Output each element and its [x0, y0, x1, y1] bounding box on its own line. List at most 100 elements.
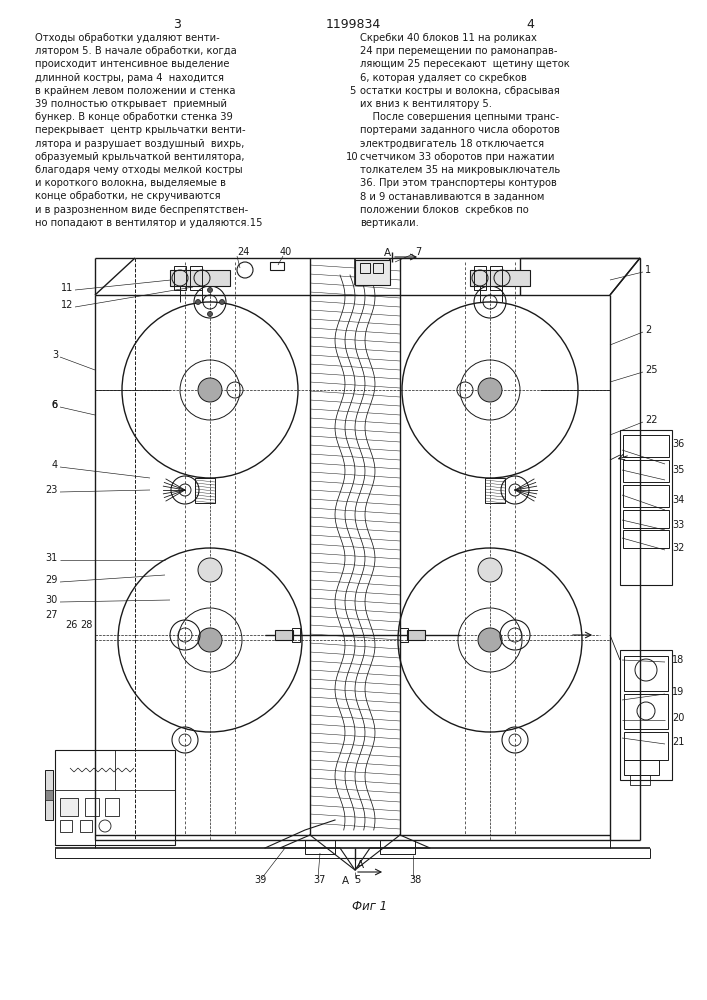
Bar	[373, 263, 383, 273]
Text: портерами заданного числа оборотов: портерами заданного числа оборотов	[360, 125, 560, 135]
Text: 3: 3	[173, 18, 181, 31]
Bar	[624, 694, 668, 729]
Circle shape	[198, 558, 222, 582]
Bar	[195, 478, 215, 503]
Text: 36. При этом транспортеры контуров: 36. При этом транспортеры контуров	[360, 178, 557, 188]
Text: 32: 32	[672, 543, 684, 553]
Bar	[270, 262, 284, 270]
Circle shape	[198, 378, 222, 402]
Text: 6, которая удаляет со скребков: 6, которая удаляет со скребков	[360, 73, 527, 83]
Text: положении блоков  скребков по: положении блоков скребков по	[360, 205, 529, 215]
Text: 38: 38	[409, 875, 421, 885]
Text: перекрывает  центр крыльчатки венти-: перекрывает центр крыльчатки венти-	[35, 125, 245, 135]
Text: происходит интенсивное выделение: происходит интенсивное выделение	[35, 59, 230, 69]
Bar	[275, 630, 293, 640]
Bar	[620, 650, 672, 780]
Bar	[174, 266, 186, 290]
Text: 35: 35	[672, 465, 684, 475]
Bar	[170, 270, 230, 286]
Bar	[624, 732, 668, 760]
Text: 40: 40	[280, 247, 292, 257]
Text: Отходы обработки удаляют венти-: Отходы обработки удаляют венти-	[35, 33, 220, 43]
Text: Скребки 40 блоков 11 на роликах: Скребки 40 блоков 11 на роликах	[360, 33, 537, 43]
Bar	[60, 798, 78, 816]
Bar	[474, 266, 486, 290]
Text: ляющим 25 пересекают  щетину щеток: ляющим 25 пересекают щетину щеток	[360, 59, 570, 69]
Bar	[407, 630, 425, 640]
Bar	[624, 656, 668, 691]
Text: 23: 23	[46, 485, 58, 495]
Text: вертикали.: вертикали.	[360, 218, 419, 228]
Text: 21: 21	[672, 737, 684, 747]
Text: 39 полностью открывает  приемный: 39 полностью открывает приемный	[35, 99, 227, 109]
Bar	[190, 266, 202, 290]
Bar	[490, 266, 502, 290]
Text: 1199834: 1199834	[325, 18, 380, 31]
Text: Фиг 1: Фиг 1	[352, 900, 387, 913]
Text: После совершения цепными транс-: После совершения цепными транс-	[360, 112, 559, 122]
Text: благодаря чему отходы мелкой костры: благодаря чему отходы мелкой костры	[35, 165, 243, 175]
Text: 39: 39	[254, 875, 266, 885]
Text: образуемый крыльчаткой вентилятора,: образуемый крыльчаткой вентилятора,	[35, 152, 245, 162]
Text: бункер. В конце обработки стенка 39: бункер. В конце обработки стенка 39	[35, 112, 233, 122]
Circle shape	[219, 300, 225, 304]
Bar	[360, 263, 370, 273]
Text: конце обработки, не скручиваются: конце обработки, не скручиваются	[35, 191, 221, 201]
Text: A: A	[341, 876, 349, 886]
Bar	[623, 485, 669, 507]
Text: и короткого волокна, выделяемые в: и короткого волокна, выделяемые в	[35, 178, 226, 188]
Text: длинной костры, рама 4  находится: длинной костры, рама 4 находится	[35, 73, 224, 83]
Bar	[55, 750, 175, 845]
Bar	[380, 840, 415, 854]
Text: в крайнем левом положении и стенка: в крайнем левом положении и стенка	[35, 86, 235, 96]
Text: 34: 34	[672, 495, 684, 505]
Text: 19: 19	[672, 687, 684, 697]
Bar	[470, 270, 530, 286]
Text: 26: 26	[65, 620, 77, 630]
Text: б: б	[52, 400, 58, 410]
Text: 6: 6	[52, 400, 58, 410]
Text: 25: 25	[645, 365, 658, 375]
Text: 4: 4	[52, 460, 58, 470]
Text: A: A	[357, 860, 364, 870]
Text: 24: 24	[237, 247, 250, 257]
Bar	[620, 430, 672, 585]
Text: 3: 3	[52, 350, 58, 360]
Text: 8 и 9 останавливаются в заданном: 8 и 9 останавливаются в заданном	[360, 191, 544, 201]
Text: 4: 4	[526, 18, 534, 31]
Text: 36: 36	[672, 439, 684, 449]
Bar	[623, 510, 669, 528]
Circle shape	[478, 558, 502, 582]
Text: 12: 12	[61, 300, 73, 310]
Text: 5: 5	[354, 875, 360, 885]
Bar	[485, 478, 505, 503]
Text: 27: 27	[45, 610, 58, 620]
Text: счетчиком 33 оборотов при нажатии: счетчиком 33 оборотов при нажатии	[360, 152, 554, 162]
Circle shape	[478, 628, 502, 652]
Text: 31: 31	[46, 553, 58, 563]
Text: 24 при перемещении по рамонаправ-: 24 при перемещении по рамонаправ-	[360, 46, 558, 56]
Bar	[623, 530, 669, 548]
Text: 33: 33	[672, 520, 684, 530]
Text: 11: 11	[61, 283, 73, 293]
Bar	[105, 798, 119, 816]
Text: но попадают в вентилятор и удаляются.15: но попадают в вентилятор и удаляются.15	[35, 218, 262, 228]
Bar	[45, 790, 53, 800]
Text: 7: 7	[415, 247, 421, 257]
Text: их вниз к вентилятору 5.: их вниз к вентилятору 5.	[360, 99, 492, 109]
Text: толкателем 35 на микровыключатель: толкателем 35 на микровыключатель	[360, 165, 560, 175]
Circle shape	[198, 628, 222, 652]
Text: 10: 10	[346, 152, 358, 162]
Text: 30: 30	[46, 595, 58, 605]
Text: и в разрозненном виде беспрепятствен-: и в разрозненном виде беспрепятствен-	[35, 205, 248, 215]
Bar	[45, 770, 53, 820]
Circle shape	[478, 378, 502, 402]
Bar	[305, 840, 335, 854]
Text: остатки костры и волокна, сбрасывая: остатки костры и волокна, сбрасывая	[360, 86, 560, 96]
Circle shape	[196, 300, 201, 304]
Text: 28: 28	[80, 620, 93, 630]
Circle shape	[207, 288, 213, 292]
Text: A: A	[384, 248, 391, 258]
Bar	[623, 435, 669, 457]
Bar	[624, 760, 659, 775]
